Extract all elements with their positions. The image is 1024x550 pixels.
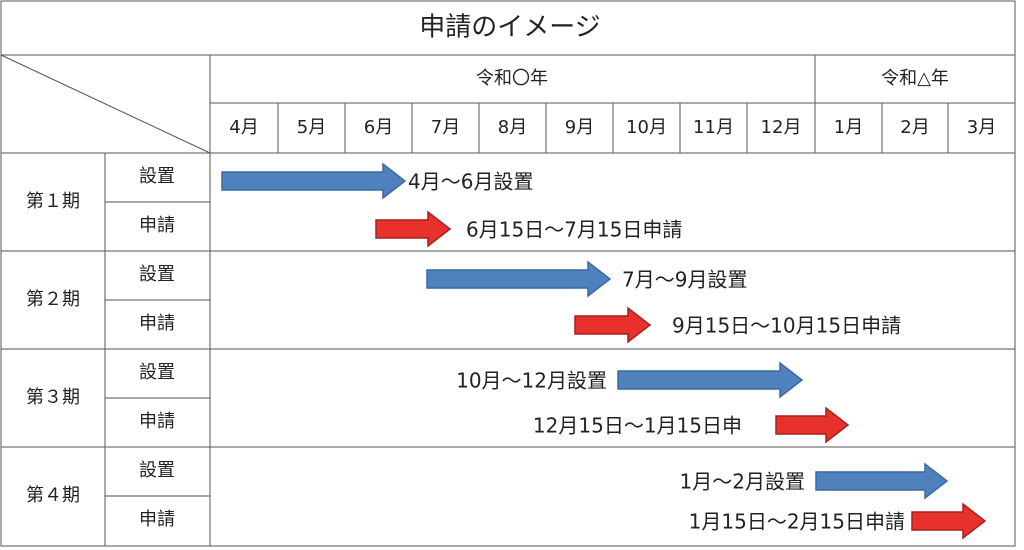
bar-label: 1月～2月設置 [680,470,805,494]
year-header: 令和△年 [881,68,949,89]
period-label: 第１期 [26,191,80,212]
month-header: 6月 [364,117,393,138]
row-label: 申請 [139,215,175,236]
bar-label: 1月15日～2月15日申請 [689,510,905,534]
month-header: 2月 [900,117,929,138]
row-label: 設置 [139,166,175,187]
month-header: 3月 [967,117,996,138]
year-header: 令和〇年 [476,68,548,89]
month-header: 5月 [297,117,326,138]
title: 申請のイメージ [419,13,600,43]
month-header: 9月 [565,117,594,138]
setup-arrow [221,162,407,200]
setup-arrow [815,462,949,500]
apply-arrow [574,306,652,344]
apply-arrow [775,406,850,444]
apply-arrow [911,502,987,540]
month-header: 10月 [626,117,667,138]
row-label: 設置 [139,362,175,383]
bar-label: 7月～9月設置 [622,268,747,292]
month-header: 11月 [693,117,734,138]
month-header: 12月 [761,117,802,138]
period-label: 第４期 [26,485,80,506]
row-label: 設置 [139,264,175,285]
bar-label: 12月15日～1月15日申 [533,414,742,438]
bar-label: 4月～6月設置 [408,170,533,194]
row-label: 申請 [139,411,175,432]
apply-arrow [375,210,452,248]
bar-label: 9月15日～10月15日申請 [672,314,901,338]
row-label: 申請 [139,509,175,530]
row-label: 設置 [139,460,175,481]
month-header: 4月 [229,117,258,138]
month-header: 8月 [498,117,527,138]
bar-label: 6月15日～7月15日申請 [466,218,682,242]
setup-arrow [617,361,804,399]
month-header: 7月 [431,117,460,138]
setup-arrow [426,260,612,298]
period-label: 第３期 [26,387,80,408]
bar-label: 10月～12月設置 [456,369,607,393]
row-label: 申請 [139,313,175,334]
period-label: 第２期 [26,289,80,310]
month-header: 1月 [834,117,863,138]
